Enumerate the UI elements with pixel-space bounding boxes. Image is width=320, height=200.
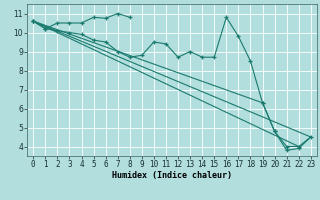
X-axis label: Humidex (Indice chaleur): Humidex (Indice chaleur) bbox=[112, 171, 232, 180]
